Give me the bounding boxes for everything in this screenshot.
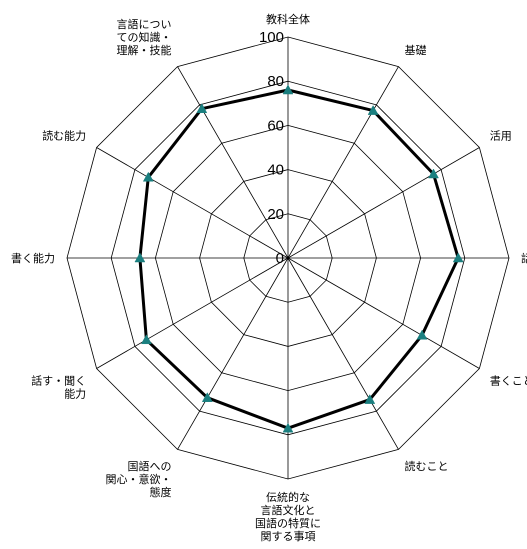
tick-label-100: 100: [259, 29, 284, 46]
grid-spoke: [287, 257, 480, 369]
category-labels: 教科全体基礎活用話すこと・聞くこと書くこと読むこと伝統的な言語文化と国語の特質に…: [11, 12, 527, 543]
data-point: [364, 394, 376, 404]
data-point: [282, 422, 294, 433]
grid-spoke: [177, 66, 289, 259]
category-label: 伝統的な言語文化と国語の特質に関する事項: [255, 490, 321, 543]
data-point: [134, 252, 146, 263]
grid-spoke: [96, 257, 289, 369]
tick-label-20: 20: [267, 206, 284, 223]
data-point: [140, 334, 152, 345]
data-point: [196, 103, 208, 113]
category-label: 読む能力: [42, 129, 86, 143]
tick-label-80: 80: [267, 73, 284, 90]
grid-spoke: [287, 257, 399, 450]
grid-spoke: [287, 66, 399, 259]
data-point: [282, 84, 294, 95]
category-label: 教科全体: [266, 12, 310, 26]
tick-label-0: 0: [276, 250, 284, 267]
tick-label-60: 60: [267, 117, 284, 134]
radar-grid: [66, 36, 510, 480]
category-label: 書く能力: [11, 251, 55, 265]
data-point: [416, 329, 428, 340]
grid-spoke: [96, 147, 289, 259]
data-point: [367, 105, 379, 115]
category-label: 活用: [490, 130, 512, 143]
category-label: 読むこと: [405, 459, 449, 473]
category-label: 言語についての知識・理解・技能: [117, 17, 172, 57]
radial-tick-labels: 0 20 40 60 80 100: [259, 29, 284, 267]
data-point: [452, 252, 464, 263]
data-point: [428, 168, 439, 179]
category-label: 書くこと: [490, 374, 527, 388]
grid-spoke: [287, 147, 480, 259]
category-label: 話すこと・聞くこと: [521, 251, 527, 265]
category-label: 話す・聞く能力: [31, 374, 86, 401]
category-label: 基礎: [405, 44, 427, 57]
series-layer: [134, 84, 464, 433]
data-point: [142, 171, 154, 182]
tick-label-40: 40: [267, 162, 284, 179]
grid-spoke: [177, 257, 289, 450]
data-point: [201, 392, 213, 402]
category-label: 国語への関心・意欲・態度: [106, 459, 172, 499]
